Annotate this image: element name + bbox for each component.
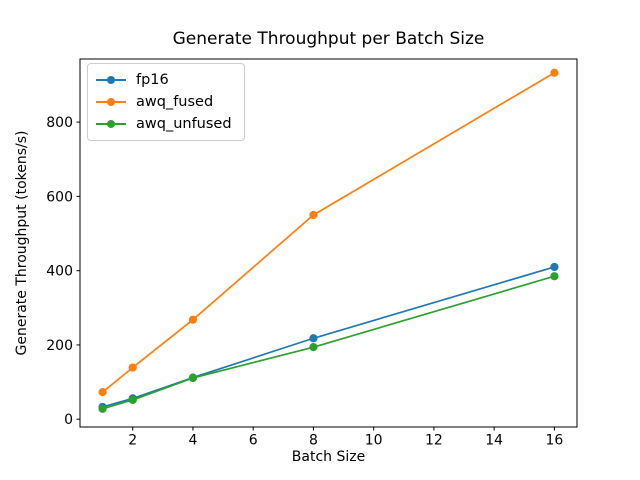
data-point-awq_unfused bbox=[550, 272, 559, 281]
legend-label: awq_unfused bbox=[136, 116, 232, 132]
legend-line-swatch bbox=[96, 97, 126, 106]
data-point-awq_unfused bbox=[98, 404, 107, 413]
axes-frame bbox=[79, 58, 578, 428]
x-tick-label: 14 bbox=[485, 433, 503, 449]
data-point-awq_unfused bbox=[188, 373, 198, 383]
legend-line-swatch bbox=[96, 119, 126, 128]
legend-label: awq_fused bbox=[136, 94, 214, 110]
series-line-awq_unfused bbox=[101, 275, 556, 410]
legend-marker-dot bbox=[107, 75, 115, 84]
legend-marker-dot bbox=[107, 119, 115, 128]
data-point-awq_fused bbox=[550, 68, 559, 77]
y-tick-label: 200 bbox=[46, 338, 73, 354]
data-point-awq_fused bbox=[309, 210, 318, 220]
x-axis-label: Batch Size bbox=[291, 449, 366, 465]
x-tick-label: 4 bbox=[188, 433, 197, 449]
x-tick-label: 12 bbox=[425, 433, 443, 449]
x-tick-label: 8 bbox=[309, 433, 318, 449]
legend-item-fp16: fp16 bbox=[96, 69, 232, 91]
y-tick-label: 0 bbox=[64, 412, 73, 428]
legend-item-awq_fused: awq_fused bbox=[96, 91, 232, 113]
legend-item-awq_unfused: awq_unfused bbox=[96, 113, 232, 135]
legend-label: fp16 bbox=[136, 72, 169, 88]
x-tick-label: 10 bbox=[365, 433, 383, 449]
data-point-fp16 bbox=[550, 262, 559, 272]
y-tick-label: 800 bbox=[46, 115, 73, 131]
x-tick-label: 2 bbox=[128, 433, 137, 449]
x-tick-label: 16 bbox=[545, 433, 563, 449]
data-point-awq_fused bbox=[128, 363, 137, 372]
y-tick-label: 400 bbox=[46, 264, 73, 280]
data-point-fp16 bbox=[309, 334, 318, 343]
data-point-awq_fused bbox=[98, 387, 107, 397]
data-point-awq_unfused bbox=[309, 343, 318, 352]
chart-title: Generate Throughput per Batch Size bbox=[172, 29, 485, 49]
legend-marker-dot bbox=[107, 97, 115, 106]
data-point-awq_unfused bbox=[128, 395, 137, 404]
data-point-awq_fused bbox=[188, 315, 198, 324]
y-tick-label: 600 bbox=[46, 189, 73, 205]
x-tick-label: 6 bbox=[249, 433, 258, 449]
legend-line-swatch bbox=[96, 75, 126, 84]
legend: fp16 awq_fused awq_unfused bbox=[87, 63, 245, 141]
